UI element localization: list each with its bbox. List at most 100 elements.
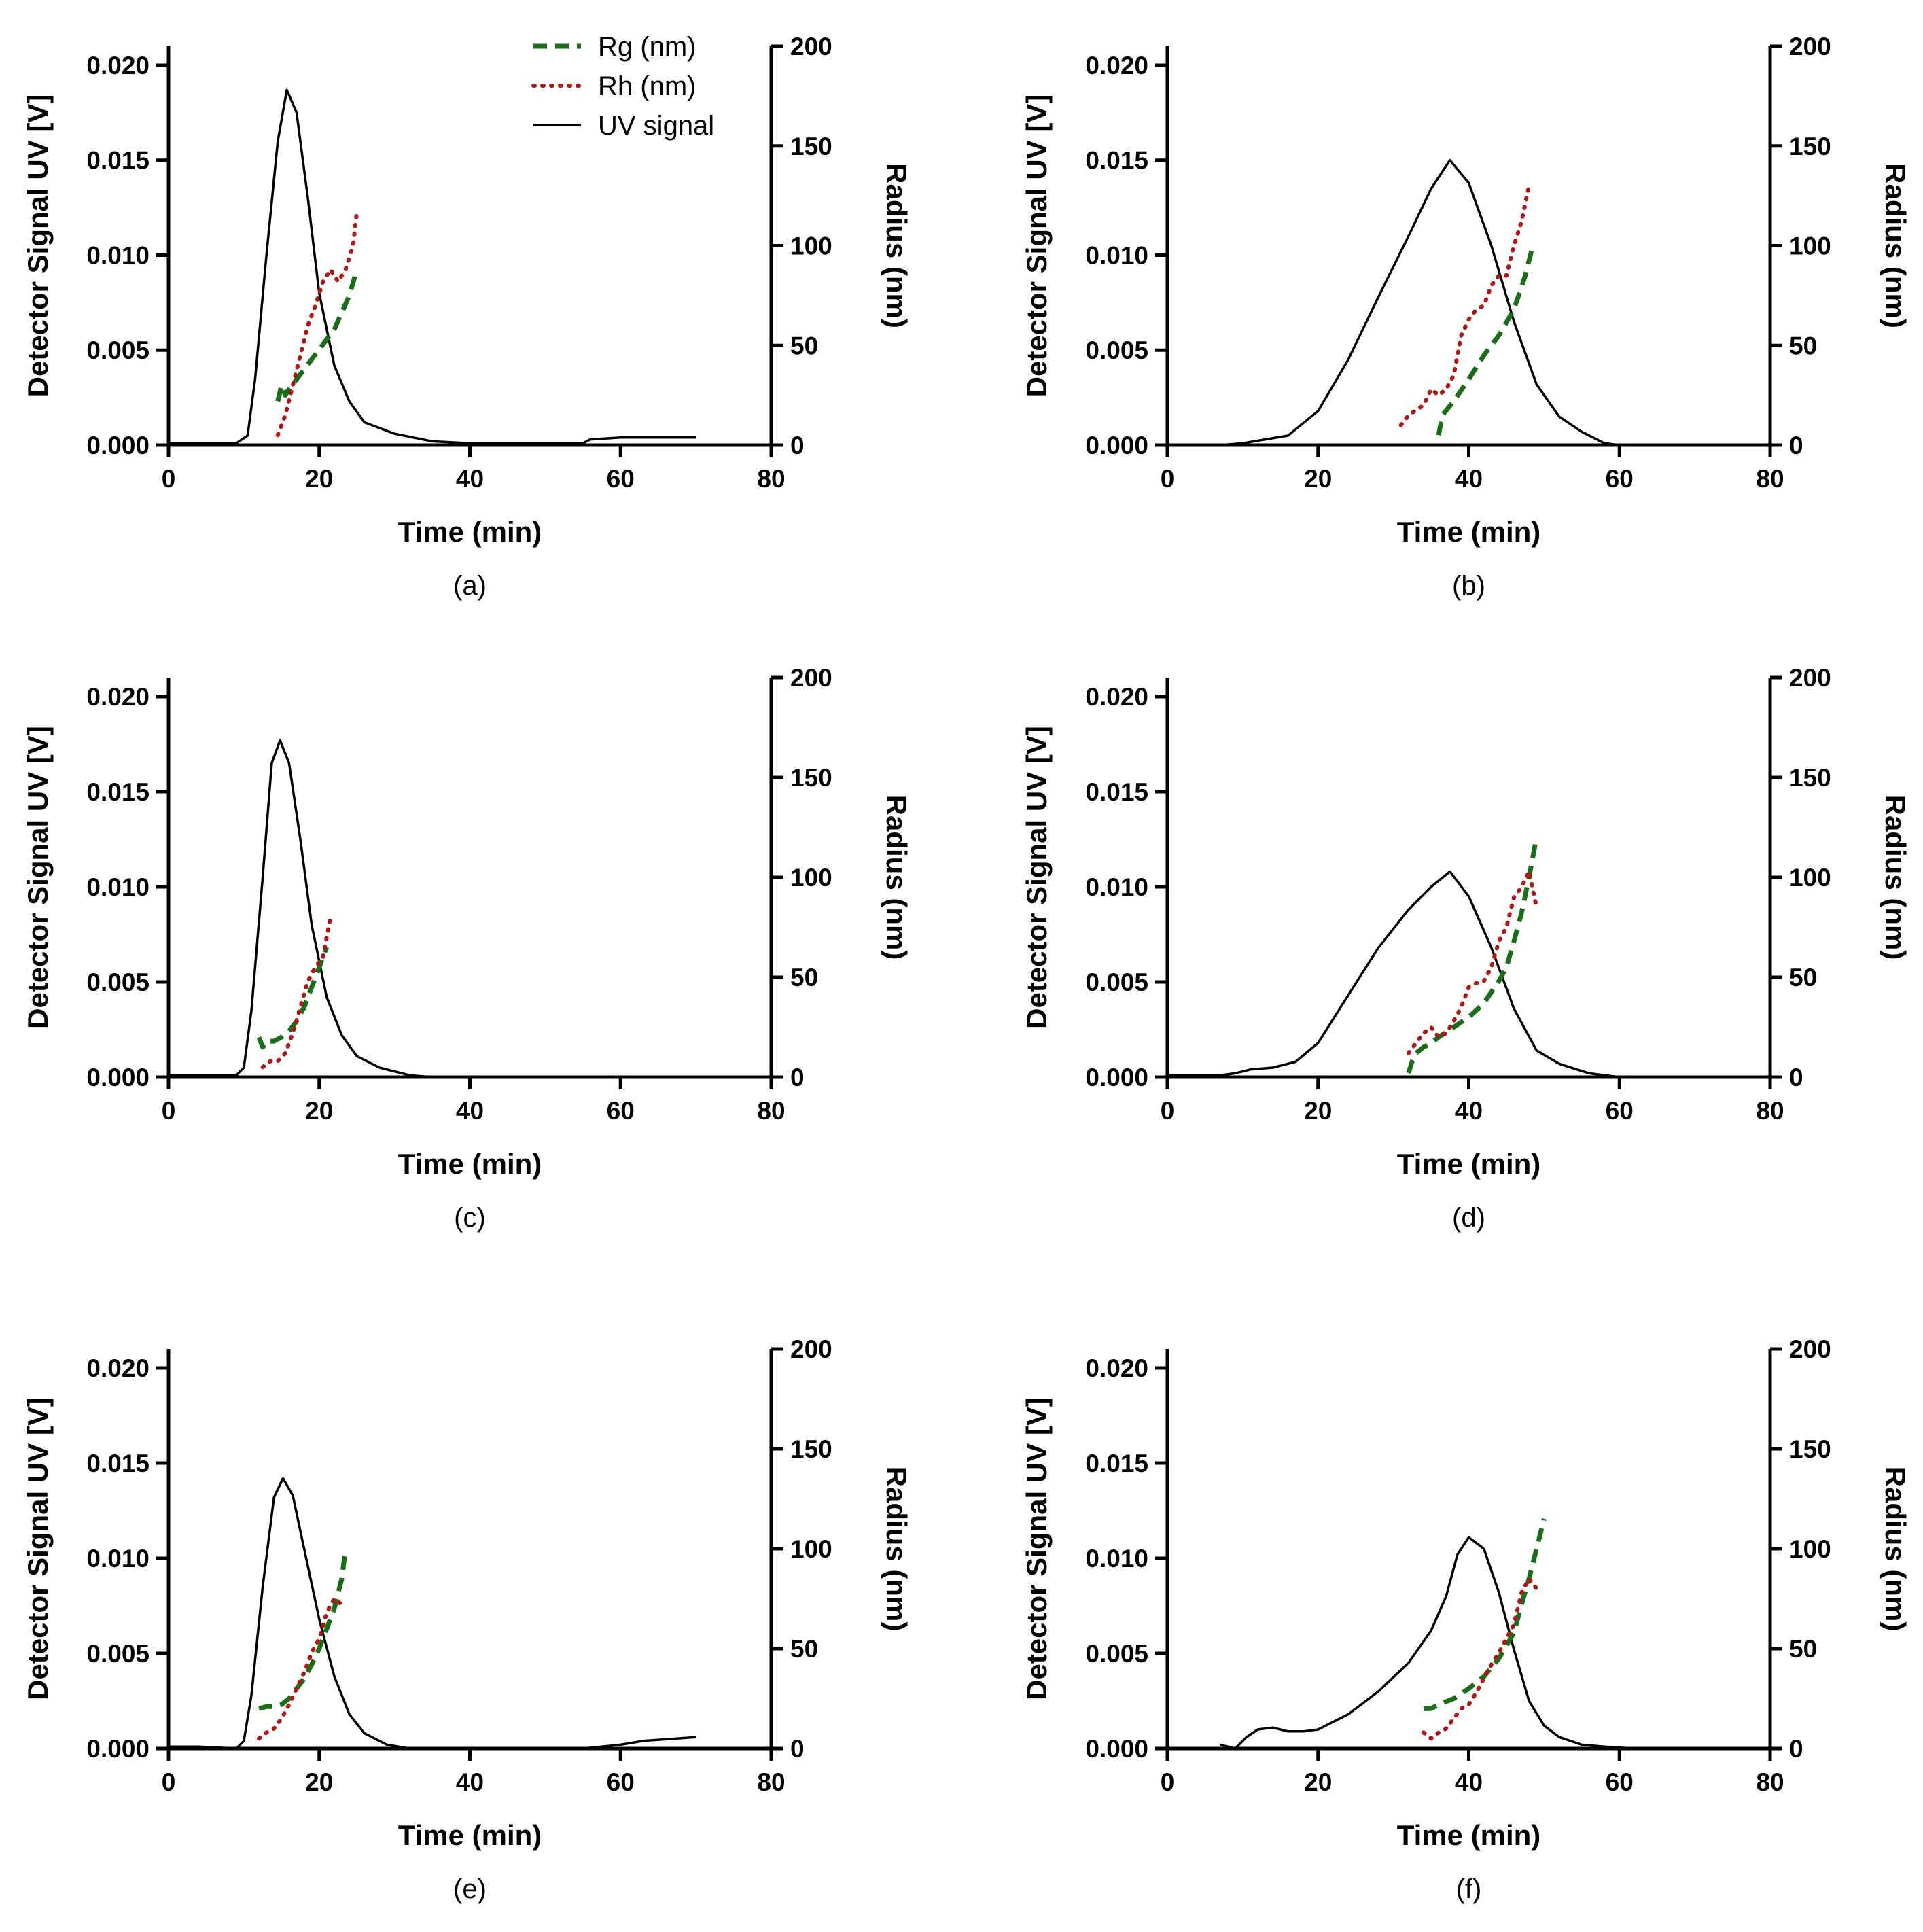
x-tick-label: 80 [757, 1768, 785, 1796]
y2-tick-label: 150 [790, 1435, 832, 1463]
y2-tick-label: 50 [1789, 964, 1817, 991]
y-tick-label: 0.010 [1085, 1545, 1148, 1573]
x-tick-label: 80 [1756, 465, 1784, 493]
y-tick-label: 0.015 [1085, 147, 1148, 175]
y-tick-label: 0.010 [1085, 873, 1148, 901]
y-tick-label: 0.005 [86, 968, 149, 996]
x-tick-label: 0 [162, 465, 176, 493]
x-tick-label: 60 [1606, 1768, 1634, 1796]
y-tick-label: 0.000 [86, 1064, 149, 1091]
x-tick-label: 80 [757, 465, 785, 493]
y2-tick-label: 50 [1789, 332, 1817, 359]
y2-tick-label: 100 [1789, 864, 1831, 892]
legend-label-rh: Rh (nm) [598, 71, 696, 101]
chart-panel-e: 0 20 40 60 80 0.000 0.005 0.010 0.015 0.020 0 50 100… [22, 1335, 913, 1904]
x-tick-label: 80 [1756, 1768, 1784, 1796]
y-tick-label: 0.020 [86, 683, 149, 711]
x-tick-label: 40 [1455, 1768, 1483, 1796]
y2-tick-label: 0 [790, 1064, 805, 1091]
y-tick-label: 0.010 [86, 241, 149, 269]
y-tick-label: 0.010 [86, 1545, 149, 1573]
x-tick-label: 80 [757, 1097, 785, 1125]
y2-tick-label: 150 [1789, 1435, 1831, 1463]
y2-tick-label: 200 [790, 664, 832, 692]
uv-series-line [1220, 160, 1620, 445]
y2-tick-label: 100 [1789, 1535, 1831, 1563]
x-tick-label: 40 [456, 1097, 484, 1125]
panel-label: (f) [1456, 1874, 1482, 1904]
y-tick-label: 0.000 [1085, 1735, 1148, 1763]
y2-axis-title: Radius (nm) [881, 163, 913, 328]
panel-label: (b) [1452, 571, 1485, 601]
y2-axis-title: Radius (nm) [1880, 163, 1911, 328]
y2-tick-label: 200 [790, 33, 832, 60]
x-tick-label: 0 [1161, 1097, 1175, 1125]
y2-tick-label: 100 [790, 864, 832, 892]
panel-label: (d) [1452, 1203, 1485, 1233]
y2-tick-label: 0 [790, 1735, 805, 1763]
panel-label: (a) [453, 571, 487, 601]
legend-label-uv: UV signal [598, 111, 714, 141]
chart-panel-c: 0 20 40 60 800.0000.0050.0100.0150.020050100… [22, 664, 913, 1233]
x-axis-title: Time (min) [1397, 1148, 1541, 1180]
y2-tick-label: 50 [790, 1635, 818, 1663]
y-tick-label: 0.020 [1085, 52, 1148, 80]
x-axis-title: Time (min) [1397, 516, 1541, 548]
y-axis-title: Detector Signal UV [V] [22, 94, 54, 398]
x-tick-label: 80 [1756, 1097, 1784, 1125]
y-axis-title: Detector Signal UV [V] [1021, 726, 1053, 1029]
chart-panel-b: 0 20 40 60 80 0.000 0.005 0.010 0.015 0.020 0 50 100… [1021, 33, 1911, 601]
x-tick-label: 40 [456, 1768, 484, 1796]
chart-panel-d: 0 20 40 60 80 0.000 0.005 0.010 0.015 0.020 0 50 100… [1021, 664, 1911, 1233]
y-tick-label: 0.020 [1085, 683, 1148, 711]
y2-tick-label: 100 [790, 1535, 832, 1563]
x-tick-label: 20 [305, 1097, 333, 1125]
uv-series-line [1220, 1537, 1635, 1749]
y2-axis-title: Radius (nm) [881, 795, 913, 960]
y-tick-label: 0.005 [1085, 1640, 1148, 1668]
y-tick-label: 0.010 [86, 873, 149, 901]
y-tick-label: 0.015 [1085, 1450, 1148, 1477]
x-tick-label: 20 [1304, 1768, 1332, 1796]
panel-label: (e) [453, 1874, 487, 1904]
x-tick-label: 60 [1606, 465, 1634, 493]
y-tick-label: 0.015 [86, 778, 149, 806]
panel-label: (c) [454, 1203, 486, 1233]
y-tick-label: 0.000 [86, 1735, 149, 1763]
x-tick-label: 20 [305, 465, 333, 493]
y-axis-title: Detector Signal UV [V] [1021, 1397, 1053, 1700]
y-tick-label: 0.020 [1085, 1354, 1148, 1382]
y2-axis-title: Radius (nm) [1880, 795, 1911, 960]
chart-panel-f: 0 20 40 60 80 0.000 0.005 0.010 0.015 0.020 0 50 100… [1021, 1335, 1911, 1904]
y2-axis-title: Radius (nm) [1880, 1466, 1911, 1632]
x-tick-label: 60 [1606, 1097, 1634, 1125]
y-tick-label: 0.005 [86, 336, 149, 364]
y-axis-title: Detector Signal UV [V] [22, 726, 54, 1029]
rh-series-line [278, 212, 357, 436]
x-tick-label: 20 [1304, 465, 1332, 493]
y-tick-label: 0.000 [1085, 1064, 1148, 1091]
x-tick-label: 40 [1455, 465, 1483, 493]
y2-tick-label: 50 [1789, 1635, 1817, 1663]
y-tick-label: 0.015 [1085, 778, 1148, 806]
y2-tick-label: 200 [790, 1335, 832, 1363]
y-tick-label: 0.015 [86, 147, 149, 175]
y2-tick-label: 150 [1789, 133, 1831, 160]
y2-tick-label: 150 [790, 133, 832, 160]
x-tick-label: 0 [1161, 1768, 1175, 1796]
uv-series-line [169, 740, 432, 1077]
legend-label-rg: Rg (nm) [598, 32, 696, 62]
x-tick-label: 40 [1455, 1097, 1483, 1125]
figure: 0 20 40 60 80 0.000 0.005 0.010 0.015 0.020 0 50 100… [0, 0, 1923, 1932]
rg-series-line [259, 947, 327, 1047]
y-axis-title: Detector Signal UV [V] [1021, 94, 1053, 398]
y2-tick-label: 0 [1789, 1735, 1803, 1763]
y2-tick-label: 150 [790, 764, 832, 792]
y2-tick-label: 0 [1789, 1064, 1803, 1091]
y-tick-label: 0.000 [86, 432, 149, 459]
x-tick-label: 0 [1161, 465, 1175, 493]
x-tick-label: 0 [162, 1768, 176, 1796]
rh-series-line [263, 917, 331, 1068]
y2-tick-label: 0 [790, 432, 805, 459]
y-tick-label: 0.010 [1085, 241, 1148, 269]
